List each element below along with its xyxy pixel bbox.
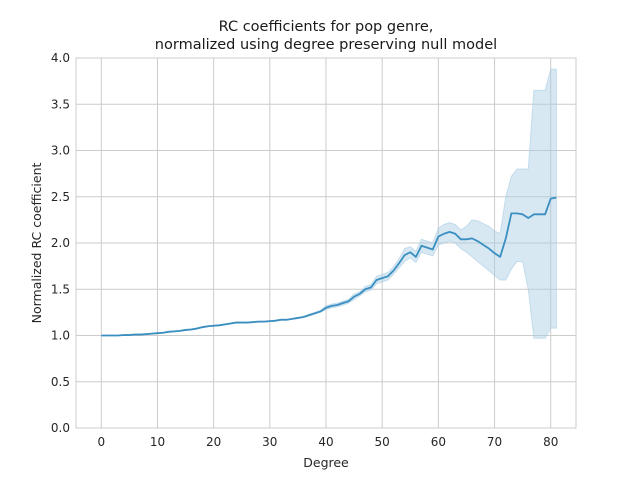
x-tick-labels: 0 10 20 30 40 50 60 70 80 [97, 435, 558, 449]
y-tick-label: 4.0 [51, 51, 70, 65]
series-line-layer [101, 196, 557, 337]
y-tick-label: 0.5 [51, 375, 70, 389]
x-tick-label: 20 [206, 435, 221, 449]
confidence-band [101, 68, 557, 339]
chart-title-line2: normalized using degree preserving null … [155, 37, 497, 53]
y-tick-labels: 0.0 0.5 1.0 1.5 2.0 2.5 3.0 3.5 4.0 [51, 51, 70, 435]
y-tick-label: 3.0 [51, 144, 70, 158]
x-tick-label: 10 [150, 435, 165, 449]
x-tick-label: 30 [262, 435, 277, 449]
y-tick-label: 3.5 [51, 97, 70, 111]
plot-frame [75, 57, 577, 429]
x-tick-label: 80 [543, 435, 558, 449]
y-tick-label: 2.0 [51, 236, 70, 250]
x-tick-label: 40 [318, 435, 333, 449]
x-tick-label: 60 [431, 435, 446, 449]
y-tick-label: 0.0 [51, 421, 70, 435]
x-tick-label: 0 [97, 435, 105, 449]
confidence-band-layer [101, 68, 557, 339]
y-tick-label: 2.5 [51, 190, 70, 204]
series-line [101, 196, 557, 337]
x-tick-label: 70 [487, 435, 502, 449]
y-tick-label: 1.0 [51, 329, 70, 343]
x-axis-label: Degree [303, 455, 349, 470]
y-tick-label: 1.5 [51, 282, 70, 296]
y-axis-label: Normalized RC coefficient [29, 163, 44, 324]
chart-title-line1: RC coefficients for pop genre, [219, 19, 434, 35]
x-tick-label: 50 [375, 435, 390, 449]
